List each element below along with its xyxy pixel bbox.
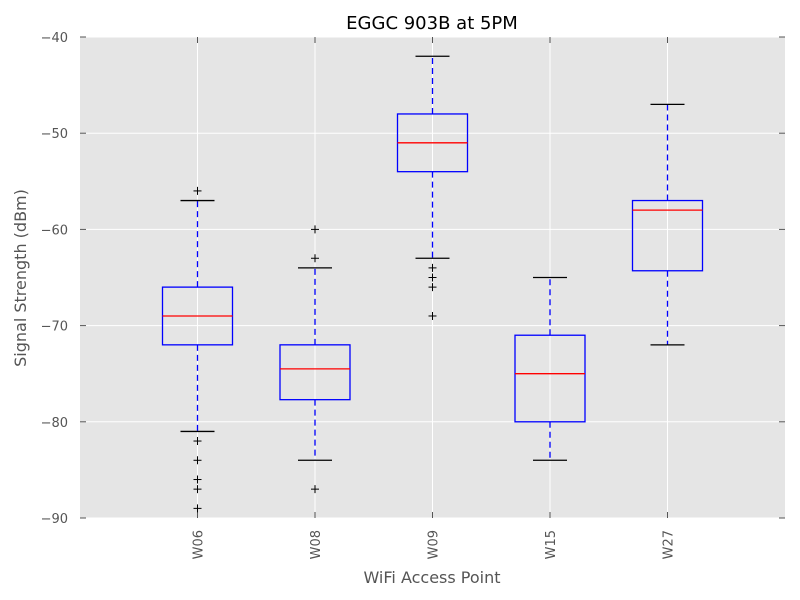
x-tick-label: W06 xyxy=(192,530,207,559)
outlier-point xyxy=(193,485,202,494)
outlier-point xyxy=(193,456,202,465)
box-w15 xyxy=(514,276,586,461)
outlier-point xyxy=(428,311,437,320)
plot-area xyxy=(80,36,785,519)
y-tick-label: −80 xyxy=(41,416,68,431)
outlier-point xyxy=(193,186,202,195)
outlier-point xyxy=(311,225,319,234)
outlier-point xyxy=(311,485,319,494)
box-body xyxy=(514,334,586,423)
box-w06 xyxy=(161,186,234,513)
outlier-point xyxy=(428,283,437,292)
x-tick-label: W08 xyxy=(309,530,324,559)
box-w27 xyxy=(631,103,704,346)
chart-title: EGGC 903B at 5PM xyxy=(346,13,518,34)
y-axis-label: Signal Strength (dBm) xyxy=(11,189,30,367)
outlier-point xyxy=(311,254,319,263)
outlier-point xyxy=(193,437,202,446)
y-tick-label: −90 xyxy=(41,512,68,527)
x-tick-label: W27 xyxy=(662,530,677,559)
x-tick-labels: W06 W08 W09 W15 W27 xyxy=(192,530,677,559)
y-tick-labels: −40 −50 −60 −70 −80 −90 xyxy=(41,31,68,527)
y-tick-label: −50 xyxy=(41,127,68,142)
outlier-point xyxy=(428,273,437,282)
y-tick-label: −40 xyxy=(41,31,68,46)
y-tick-label: −60 xyxy=(41,223,68,238)
box-body xyxy=(279,344,351,401)
outlier-point xyxy=(193,475,202,484)
box-body xyxy=(631,199,704,272)
y-tick-label: −70 xyxy=(41,320,68,335)
box-w08 xyxy=(279,225,351,494)
x-tick-label: W15 xyxy=(544,530,559,559)
box-w09 xyxy=(396,55,469,320)
x-axis-label: WiFi Access Point xyxy=(363,568,500,587)
outlier-point xyxy=(428,263,437,272)
x-tick-label: W09 xyxy=(427,530,442,559)
outlier-point xyxy=(193,504,202,513)
